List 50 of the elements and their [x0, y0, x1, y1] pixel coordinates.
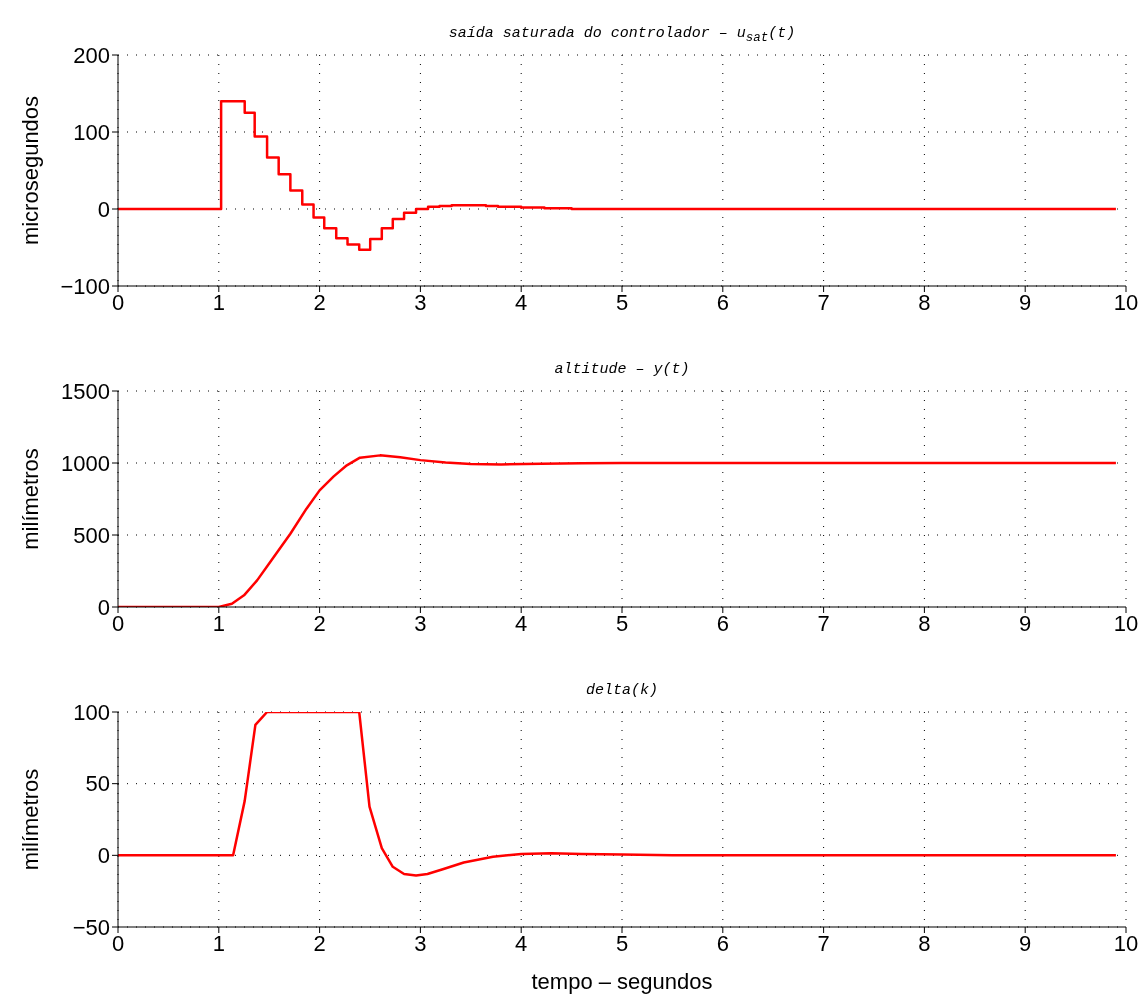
- chart-title: delta(k): [585, 682, 659, 699]
- x-tick-label: 9: [1019, 610, 1032, 636]
- x-tick-label: 9: [1019, 289, 1032, 315]
- y-tick-label: 50: [85, 771, 110, 797]
- y-axis-title: milímetros: [17, 448, 43, 550]
- x-tick-label: 10: [1113, 930, 1139, 956]
- x-tick-label: 1: [212, 610, 225, 636]
- y-tick-label: 100: [73, 119, 110, 145]
- y-tick-label: 500: [73, 522, 110, 548]
- y-tick-label: 1500: [61, 378, 110, 404]
- chart-title: altitude – y(t): [553, 361, 691, 378]
- x-tick-label: 1: [212, 289, 225, 315]
- x-tick-label: 4: [515, 930, 528, 956]
- x-tick-label: 5: [615, 289, 629, 315]
- x-tick-label: 8: [918, 289, 931, 315]
- x-tick-label: 7: [817, 289, 830, 315]
- x-tick-label: 10: [1113, 289, 1139, 315]
- x-tick-label: 7: [817, 610, 830, 636]
- x-tick-label: 1: [212, 930, 225, 956]
- chart-title: saída saturada do controlador – u$_{sat}$(t): [447, 25, 797, 45]
- y-tick-label: 100: [73, 699, 110, 725]
- x-tick-label: 2: [313, 610, 326, 636]
- y-tick-label: 0: [97, 594, 110, 620]
- x-tick-label: 3: [414, 930, 427, 956]
- x-tick-label: 7: [817, 930, 830, 956]
- x-tick-label: 6: [716, 289, 729, 315]
- y-tick-label: −100: [60, 273, 110, 299]
- x-tick-label: 9: [1019, 930, 1032, 956]
- y-tick-label: 1000: [61, 450, 110, 476]
- y-axis-title: milímetros: [17, 768, 43, 871]
- x-tick-label: 3: [414, 289, 427, 315]
- y-axis-title: microsegundos: [17, 95, 43, 246]
- y-tick-label: 200: [73, 42, 110, 68]
- x-tick-label: 5: [615, 930, 629, 956]
- x-tick-label: 2: [313, 289, 326, 315]
- x-tick-label: 4: [515, 610, 528, 636]
- y-tick-label: 0: [97, 843, 110, 869]
- x-tick-label: 4: [515, 289, 528, 315]
- x-tick-label: 3: [414, 610, 427, 636]
- x-tick-label: 6: [716, 610, 729, 636]
- x-axis-title: tempo – segundos: [531, 969, 713, 994]
- x-tick-label: 8: [918, 930, 931, 956]
- line-series: [118, 712, 1118, 877]
- y-tick-label: 0: [97, 196, 110, 222]
- x-tick-label: 2: [313, 930, 326, 956]
- y-tick-label: −50: [72, 914, 110, 940]
- x-tick-label: 6: [716, 930, 729, 956]
- x-tick-label: 10: [1113, 610, 1139, 636]
- x-tick-label: 8: [918, 610, 931, 636]
- x-tick-label: 5: [615, 610, 629, 636]
